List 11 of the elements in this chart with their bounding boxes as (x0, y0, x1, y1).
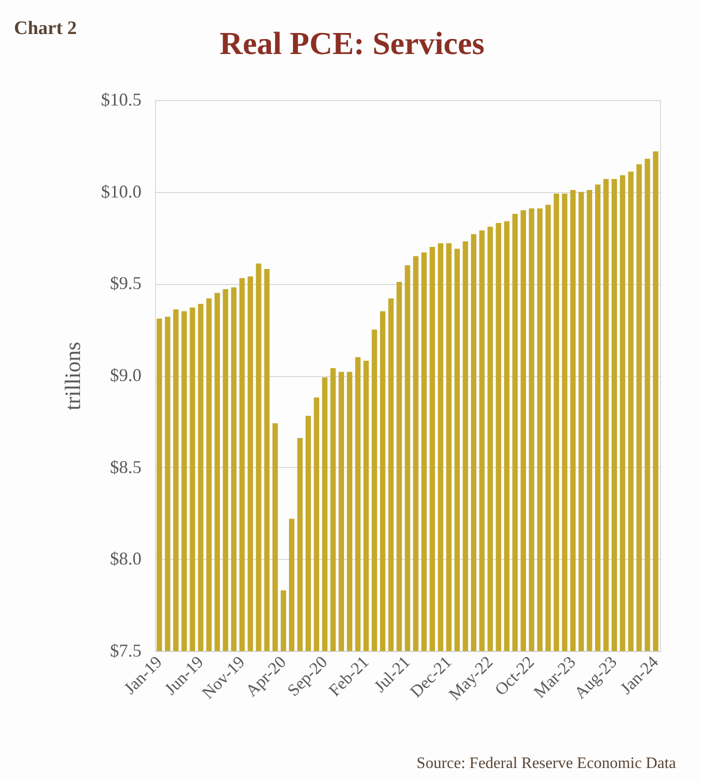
y-tick-label: $10.0 (101, 181, 142, 202)
y-tick-label: $8.0 (110, 548, 142, 569)
caption: Chart 2 (14, 18, 77, 39)
y-tick-label: $9.0 (110, 365, 142, 385)
y-tick-label: $8.5 (110, 456, 142, 477)
chart-title: Real PCE: Services (220, 25, 484, 61)
source-note: Source: Federal Reserve Economic Data (416, 755, 676, 772)
y-tick-label: $10.5 (101, 90, 142, 110)
y-tick-label: $9.5 (110, 273, 142, 294)
y-axis-title: trillions (60, 342, 85, 410)
y-tick-label: $7.5 (110, 640, 142, 660)
